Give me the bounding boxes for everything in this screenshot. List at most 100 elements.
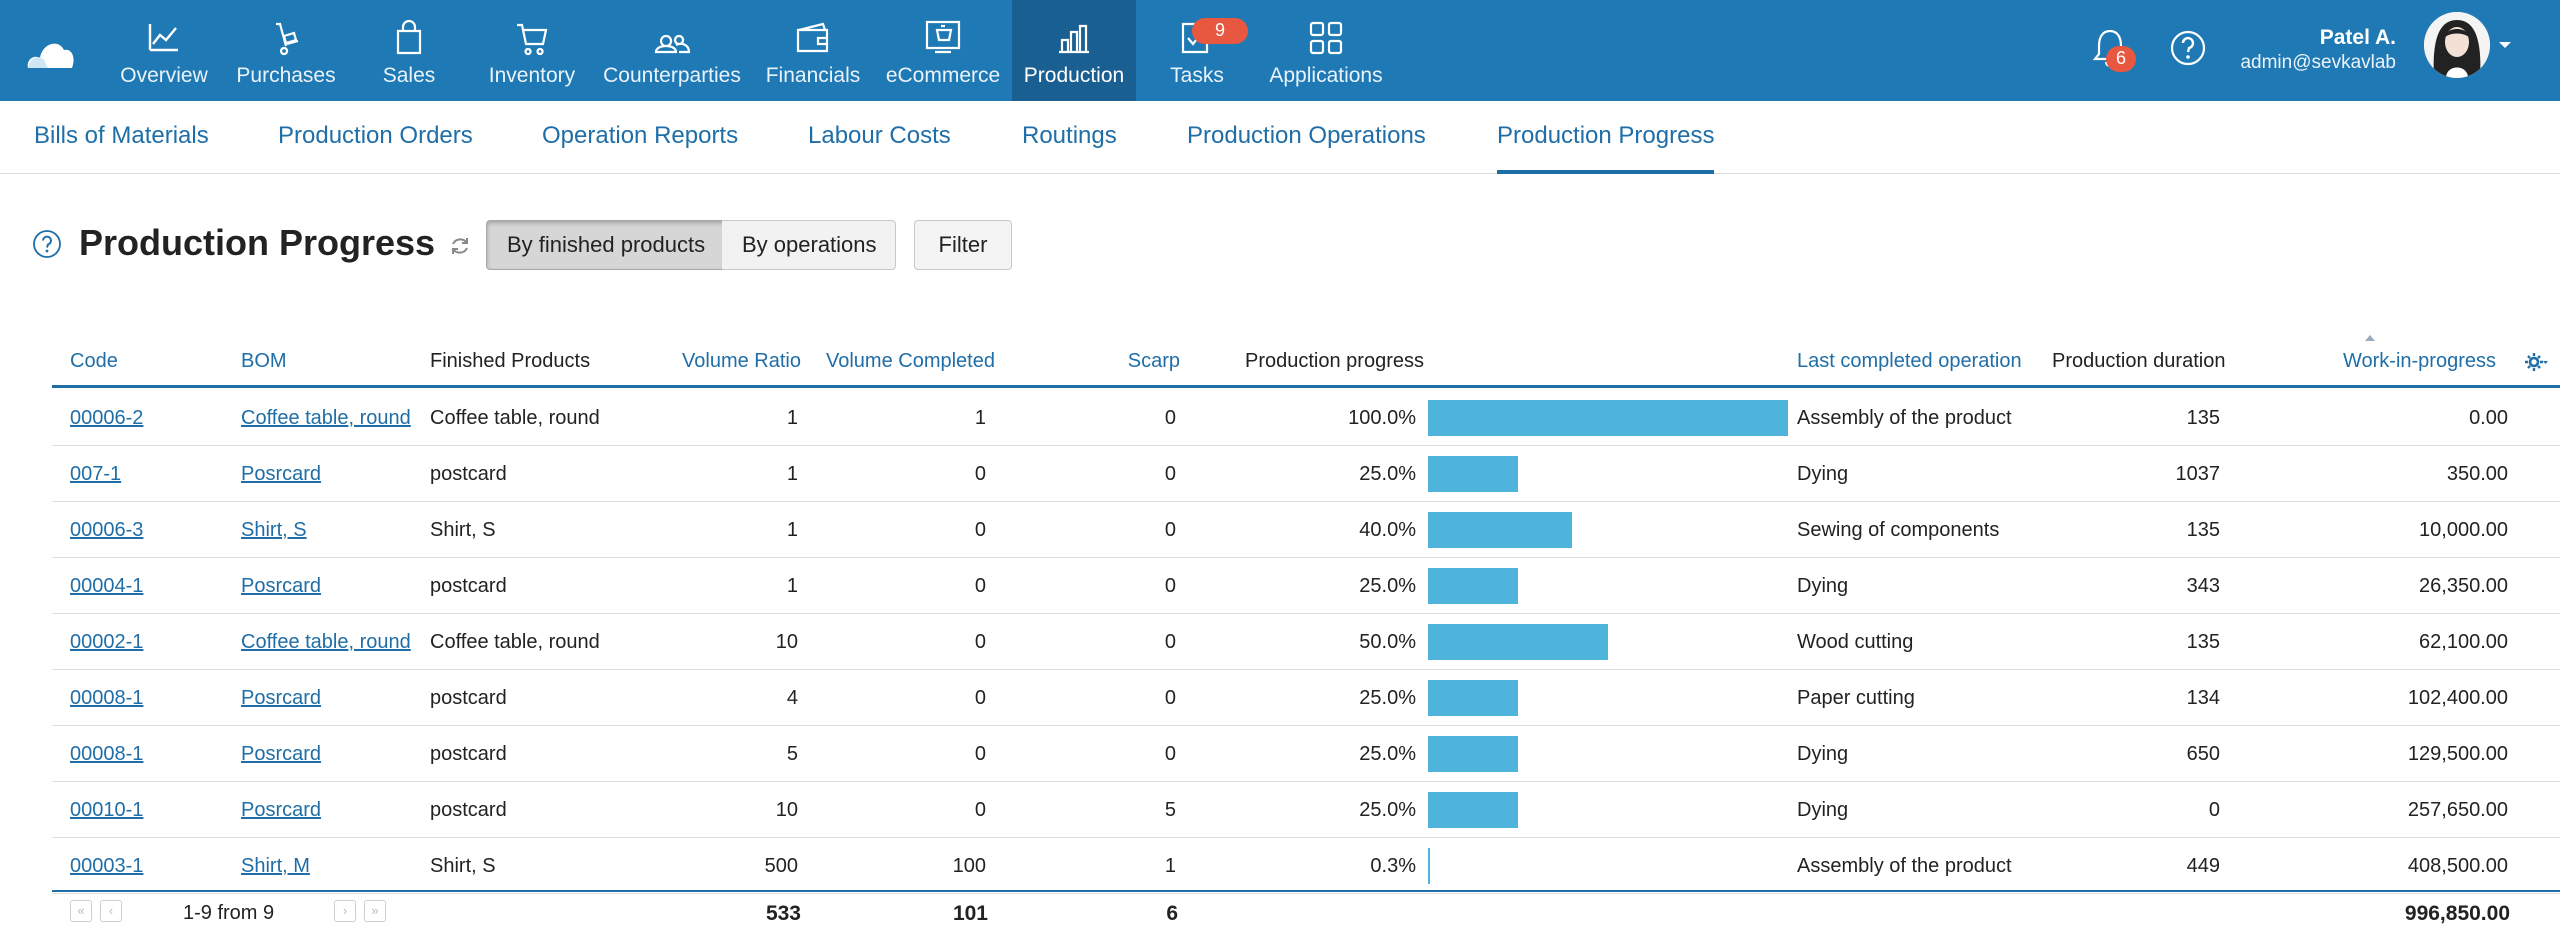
last-completed-operation: Dying: [1797, 463, 1849, 485]
last-completed-operation: Assembly of the product: [1797, 855, 2012, 877]
avatar[interactable]: [2424, 12, 2490, 78]
next-page-icon[interactable]: ›: [334, 900, 356, 922]
code-link[interactable]: 00006-2: [70, 407, 144, 429]
nav-overview[interactable]: Overview: [110, 0, 218, 101]
progress-bar: [1428, 848, 1430, 884]
bom-link[interactable]: Posrcard: [241, 575, 322, 597]
last-completed-operation: Dying: [1797, 743, 1849, 765]
scarp: 0: [1164, 687, 1176, 709]
bom-link[interactable]: Posrcard: [241, 463, 322, 485]
bar-chart-icon: [1059, 24, 1089, 54]
notifications-badge: 6: [2106, 46, 2136, 72]
column-header-bom[interactable]: BOM: [241, 350, 287, 372]
column-header-volume-ratio[interactable]: Volume Ratio: [682, 350, 801, 372]
column-header-work-in-progress[interactable]: Work-in-progress: [2343, 350, 2496, 372]
column-header-code[interactable]: Code: [70, 350, 118, 372]
code-link[interactable]: 00004-1: [70, 575, 144, 597]
code-link[interactable]: 00008-1: [70, 687, 144, 709]
last-completed-operation: Wood cutting: [1797, 631, 1914, 653]
volume-ratio: 4: [786, 687, 798, 709]
nav-sales[interactable]: Sales: [368, 0, 450, 101]
table-row[interactable]: 00008-1 Posrcard postcard 5 0 0 25.0% Dying 650 1…: [52, 726, 2560, 782]
column-header-volume-completed[interactable]: Volume Completed: [826, 350, 995, 372]
table-row[interactable]: 00004-1 Posrcard postcard 1 0 0 25.0% Dying 343 2…: [52, 558, 2560, 614]
nav-counterparties[interactable]: Counterparties: [600, 0, 744, 101]
work-in-progress: 129,500.00: [2407, 743, 2508, 765]
nav-inventory[interactable]: Inventory: [482, 0, 582, 101]
help-circle-icon[interactable]: [32, 229, 62, 259]
top-navigation-bar: Overview Purchases Sales Inventory Count…: [0, 0, 2560, 101]
production-duration: 343: [2186, 575, 2220, 597]
code-link[interactable]: 00010-1: [70, 799, 144, 821]
help-icon[interactable]: [2168, 28, 2208, 68]
scarp: 0: [1164, 463, 1176, 485]
volume-ratio: 500: [764, 855, 798, 877]
progress-percent: 50.0%: [1359, 631, 1416, 653]
nav-label: Applications: [1269, 64, 1383, 87]
nav-label: Tasks: [1170, 64, 1224, 87]
scarp: 0: [1164, 575, 1176, 597]
tab-labour-costs[interactable]: Labour Costs: [808, 122, 951, 149]
volume-ratio: 1: [786, 575, 798, 597]
column-header-scarp[interactable]: Scarp: [1127, 350, 1180, 372]
volume-ratio: 10: [775, 799, 798, 821]
bom-link[interactable]: Posrcard: [241, 687, 322, 709]
chart-line-icon: [148, 24, 178, 52]
chevron-down-icon[interactable]: [2498, 40, 2512, 50]
tab-production-orders[interactable]: Production Orders: [278, 122, 473, 149]
user-name: Patel A.: [2319, 26, 2396, 49]
by-operations-toggle[interactable]: By operations: [722, 220, 896, 270]
nav-label: Purchases: [236, 64, 336, 87]
nav-label: Counterparties: [603, 64, 741, 87]
table-footer-divider: [52, 890, 2560, 892]
bom-link[interactable]: Coffee table, round: [241, 407, 411, 429]
prev-page-icon[interactable]: ‹: [100, 900, 122, 922]
nav-tasks[interactable]: Tasks: [1150, 0, 1244, 101]
nav-financials[interactable]: Financials: [762, 0, 864, 101]
code-link[interactable]: 00002-1: [70, 631, 144, 653]
tab-production-operations[interactable]: Production Operations: [1187, 122, 1426, 149]
app-logo-icon[interactable]: [24, 30, 76, 70]
tab-routings[interactable]: Routings: [1022, 122, 1117, 149]
by-finished-products-toggle[interactable]: By finished products: [486, 220, 727, 270]
code-link[interactable]: 007-1: [70, 463, 122, 485]
first-page-icon[interactable]: «: [70, 900, 92, 922]
code-link[interactable]: 00006-3: [70, 519, 144, 541]
volume-completed: 0: [974, 463, 986, 485]
people-icon: [654, 34, 691, 54]
nav-production[interactable]: Production: [1012, 0, 1136, 101]
finished-product: Coffee table, round (: [430, 631, 606, 653]
nav-applications[interactable]: Applications: [1268, 0, 1384, 101]
column-header-production-progress: Production progress: [1245, 350, 1424, 372]
nav-ecommerce[interactable]: eCommerce: [882, 0, 1004, 101]
table-row[interactable]: 00006-2 Coffee table, round Coffee table, …: [52, 390, 2560, 446]
bom-link[interactable]: Coffee table, round: [241, 631, 411, 653]
pagination-range: 1-9 from 9: [183, 902, 275, 924]
table-row[interactable]: 00010-1 Posrcard postcard 10 0 5 25.0% Dying 0 25…: [52, 782, 2560, 838]
bom-link[interactable]: Posrcard: [241, 799, 322, 821]
bom-link[interactable]: Posrcard: [241, 743, 322, 765]
table-row[interactable]: 00008-1 Posrcard postcard 4 0 0 25.0% Paper cut…: [52, 670, 2560, 726]
tab-production-progress[interactable]: Production Progress: [1497, 101, 1715, 174]
table-row[interactable]: 007-1 Posrcard postcard 1 0 0 25.0% Dying 1037 35…: [52, 446, 2560, 502]
bom-link[interactable]: Shirt, S: [241, 519, 307, 541]
bom-link[interactable]: Shirt, M: [241, 855, 310, 877]
table-row[interactable]: 00002-1 Coffee table, round Coffee table, …: [52, 614, 2560, 670]
nav-purchases[interactable]: Purchases: [230, 0, 342, 101]
tab-bills-of-materials[interactable]: Bills of Materials: [34, 122, 209, 149]
tab-operation-reports[interactable]: Operation Reports: [542, 122, 739, 149]
total-volume-ratio: 533: [765, 902, 801, 925]
filter-button[interactable]: Filter: [914, 220, 1012, 270]
table-row[interactable]: 00006-3 Shirt, S Shirt, S 1 0 0 40.0% Sewing of…: [52, 502, 2560, 558]
progress-percent: 100.0%: [1348, 407, 1416, 429]
volume-completed: 0: [974, 799, 986, 821]
column-header-last-completed-operation[interactable]: Last completed operation: [1797, 350, 2022, 372]
table-row[interactable]: 00003-1 Shirt, M Shirt, S 500 100 1 0.3% Assemb…: [52, 838, 2560, 894]
refresh-icon[interactable]: [448, 234, 472, 258]
gear-icon[interactable]: [2524, 350, 2548, 374]
code-link[interactable]: 00008-1: [70, 743, 144, 765]
progress-bar: [1428, 792, 1518, 828]
code-link[interactable]: 00003-1: [70, 855, 144, 877]
last-page-icon[interactable]: »: [364, 900, 386, 922]
progress-bar: [1428, 736, 1518, 772]
